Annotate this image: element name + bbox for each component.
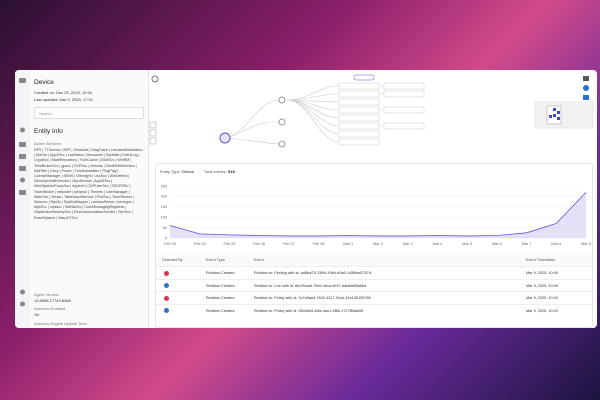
line xyxy=(169,191,587,237)
search-box[interactable]: Search... xyxy=(34,107,144,119)
section-title: Entity Info xyxy=(34,128,63,135)
col-header: Event Timestamp xyxy=(526,258,556,262)
table-row[interactable]: Relation Created Relation to: Policy with… xyxy=(156,291,592,304)
source-icon xyxy=(164,283,169,288)
x-tick-label: Feb 26 xyxy=(253,242,265,246)
app-window: Device Created on: Dec 25, 2024, 10:04 L… xyxy=(15,70,597,328)
table-row[interactable]: Relation Created Relation to: Cve with id… xyxy=(156,278,592,292)
x-tick-label: Mar 3 xyxy=(403,242,413,246)
x-tick-label: Mar 4 xyxy=(433,242,443,246)
y-tick-label: 250 xyxy=(161,184,167,188)
x-tick-label: Feb 24 xyxy=(194,242,206,246)
services-label: Active Services xyxy=(34,141,62,146)
cell: Mar 9, 2025, 10:03 xyxy=(526,296,558,300)
main-area: Entity Type: Device Total events: 518 0 5… xyxy=(149,70,597,328)
side-tools[interactable] xyxy=(583,76,589,100)
y-tick-label: 0 xyxy=(165,236,167,240)
icon-strip xyxy=(15,70,31,328)
av-value: On xyxy=(34,312,40,317)
events-panel: Entity Type: Device Total events: 518 0 5… xyxy=(155,163,593,328)
x-tick-label: Mar 7 xyxy=(522,242,532,246)
updated: Last updated: Mar 9, 2025, 17:51 xyxy=(34,97,93,102)
total-events: 518 xyxy=(228,169,235,174)
agent-version: 10.8805.17743.8368 xyxy=(34,298,71,303)
graph-edges xyxy=(226,85,384,145)
col-header: Event xyxy=(254,258,264,262)
area xyxy=(170,192,586,238)
av-label: Antivirus Enabled xyxy=(34,306,66,311)
x-tick-label: Mar 9 xyxy=(581,242,591,246)
cell: Relation to: Policy with id: 7a7a3ae8-76… xyxy=(254,296,371,300)
zoom-controls[interactable] xyxy=(149,121,157,145)
col-header: Event Type xyxy=(206,258,225,262)
nav-icons xyxy=(19,78,26,307)
cell: Relation to: Cve with id: 6b47bba8-75ed-… xyxy=(254,283,367,288)
entity-type: Device xyxy=(182,169,195,174)
col-header: Detected By xyxy=(162,258,183,262)
search-placeholder: Search... xyxy=(39,111,56,116)
x-tick-label: Feb 27 xyxy=(283,242,295,246)
entity-type-label: Entity Type: xyxy=(160,169,181,174)
entity-graph xyxy=(149,74,594,148)
cell: Relation Created xyxy=(206,283,235,288)
y-tick-label: 150 xyxy=(161,205,167,209)
y-tick-label: 50 xyxy=(163,226,167,230)
cell: Relation to: Policy with id: 33f4d4f4-4f… xyxy=(254,308,364,313)
toolbar-icon[interactable] xyxy=(151,75,159,83)
services-list: DPS | TTService | BFE | Schedule | DiagT… xyxy=(34,148,143,220)
table-row[interactable]: Relation Created Relation to: Policy with… xyxy=(156,303,592,317)
total-label: Total events: xyxy=(204,169,227,174)
cell: Relation Created xyxy=(206,308,235,313)
cell: Mar 9, 2025, 10:03 xyxy=(526,308,558,313)
cell: Relation to: Finding with id: ad8ba27f-2… xyxy=(254,271,372,275)
cell: Mar 9, 2025, 10:06 xyxy=(526,283,558,288)
source-icon xyxy=(164,308,169,313)
x-tick-label: Feb 28 xyxy=(313,242,325,246)
cell: Relation Created xyxy=(206,296,235,300)
cell: Mar 9, 2025, 10:06 xyxy=(526,271,558,275)
av-update-label: Antivirus Engine Update Time xyxy=(34,321,87,326)
source-icon xyxy=(164,295,169,301)
agent-label: Agent Version xyxy=(34,292,59,297)
table-row[interactable]: Relation Created Relation to: Finding wit… xyxy=(156,266,592,279)
timeline-chart: 0 50 100 150 200 250 Feb 23 Feb 24 Feb 25 Feb 26 F… xyxy=(161,184,591,246)
created: Created on: Dec 25, 2024, 10:04 xyxy=(34,90,93,95)
y-tick-label: 100 xyxy=(161,216,167,220)
x-tick-label: Feb 23 xyxy=(164,242,176,246)
cell: Relation Created xyxy=(206,271,235,275)
table-header: Detected By Event Type Event Event Times… xyxy=(156,254,592,266)
graph-nodes xyxy=(219,74,425,148)
x-tick-label: Mar 6 xyxy=(492,242,502,246)
x-tick-label: Mar 8 xyxy=(551,242,561,246)
source-icon xyxy=(164,270,169,276)
x-tick-label: Mar 2 xyxy=(373,242,383,246)
side-panel: Device Created on: Dec 25, 2024, 10:04 L… xyxy=(30,70,149,328)
panel-title: Device xyxy=(34,79,54,86)
y-tick-label: 200 xyxy=(161,195,167,199)
minimap xyxy=(534,101,594,129)
x-tick-label: Feb 25 xyxy=(224,242,236,246)
x-tick-label: Mar 5 xyxy=(462,242,472,246)
x-tick-label: Mar 1 xyxy=(343,242,353,246)
